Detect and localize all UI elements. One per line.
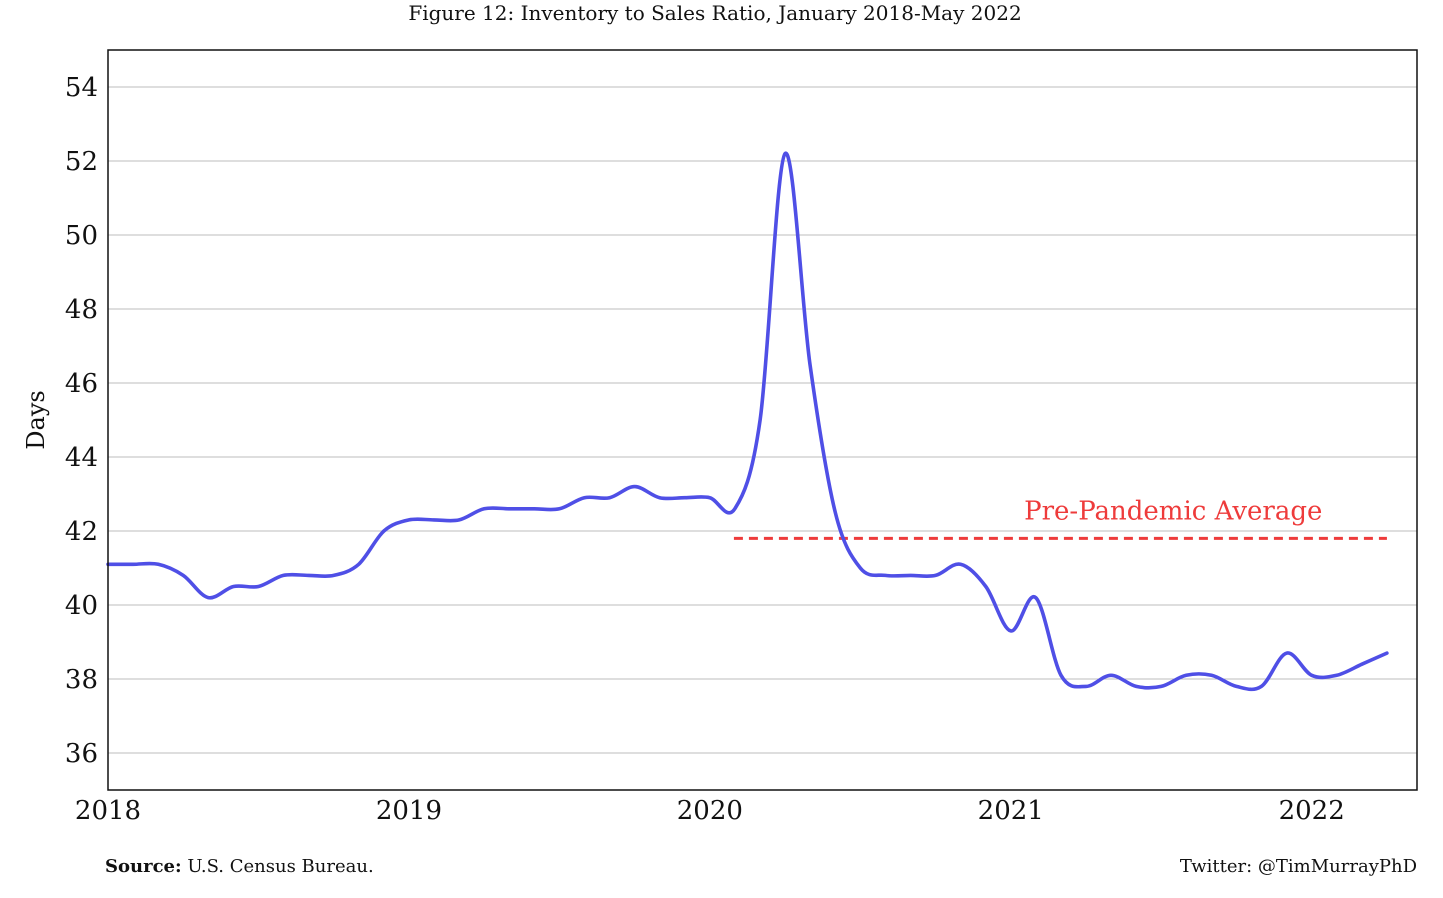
x-tick-label-2020: 2020: [677, 796, 743, 826]
y-tick-label-44: 44: [65, 443, 98, 473]
series-lines: [106, 151, 1389, 692]
twitter-credit: Twitter: @TimMurrayPhD: [1179, 856, 1417, 877]
x-tick-label-2019: 2019: [376, 796, 442, 826]
y-tick-labels: 36 38 40 42 44 46 48 50 52 54: [65, 73, 98, 769]
series-line-0: [106, 151, 1389, 692]
y-tick-label-48: 48: [65, 295, 98, 325]
pre-pandemic-average-label: Pre-Pandemic Average: [1024, 496, 1322, 526]
gridlines: [108, 86, 1417, 754]
y-tick-label-50: 50: [65, 221, 98, 251]
y-tick-label-54: 54: [65, 73, 98, 103]
y-tick-label-36: 36: [65, 739, 98, 769]
y-tick-label-42: 42: [65, 517, 98, 547]
chart-title: Figure 12: Inventory to Sales Ratio, Jan…: [408, 1, 1021, 25]
plot-frame: [107, 49, 1418, 791]
y-axis-label: Days: [22, 390, 50, 449]
y-tick-label-46: 46: [65, 369, 98, 399]
x-tick-label-2018: 2018: [75, 796, 141, 826]
source-text: U.S. Census Bureau.: [187, 856, 374, 877]
source-note: Source: U.S. Census Bureau.: [105, 856, 374, 877]
y-tick-label-52: 52: [65, 147, 98, 177]
x-tick-labels: 2018 2019 2020 2021 2022: [75, 796, 1345, 826]
x-tick-label-2022: 2022: [1279, 796, 1345, 826]
y-tick-label-38: 38: [65, 665, 98, 695]
y-tick-label-40: 40: [65, 591, 98, 621]
x-tick-label-2021: 2021: [978, 796, 1044, 826]
source-label: Source:: [105, 856, 182, 877]
